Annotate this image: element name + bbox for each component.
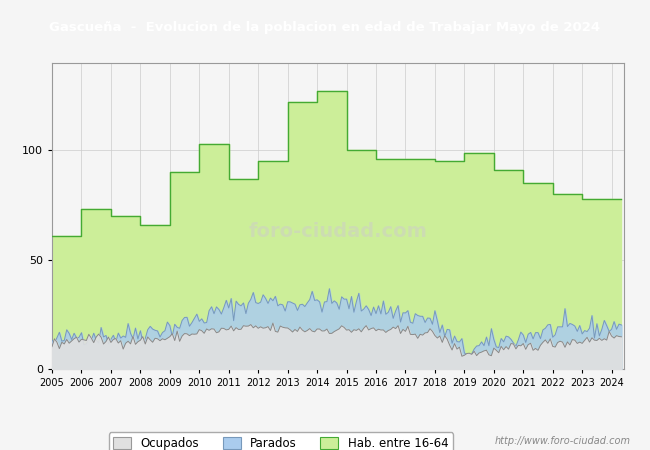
Text: foro-ciudad.com: foro-ciudad.com	[248, 222, 428, 241]
Text: Gascueña  -  Evolucion de la poblacion en edad de Trabajar Mayo de 2024: Gascueña - Evolucion de la poblacion en …	[49, 21, 601, 33]
Text: http://www.foro-ciudad.com: http://www.foro-ciudad.com	[495, 436, 630, 446]
Legend: Ocupados, Parados, Hab. entre 16-64: Ocupados, Parados, Hab. entre 16-64	[109, 432, 453, 450]
